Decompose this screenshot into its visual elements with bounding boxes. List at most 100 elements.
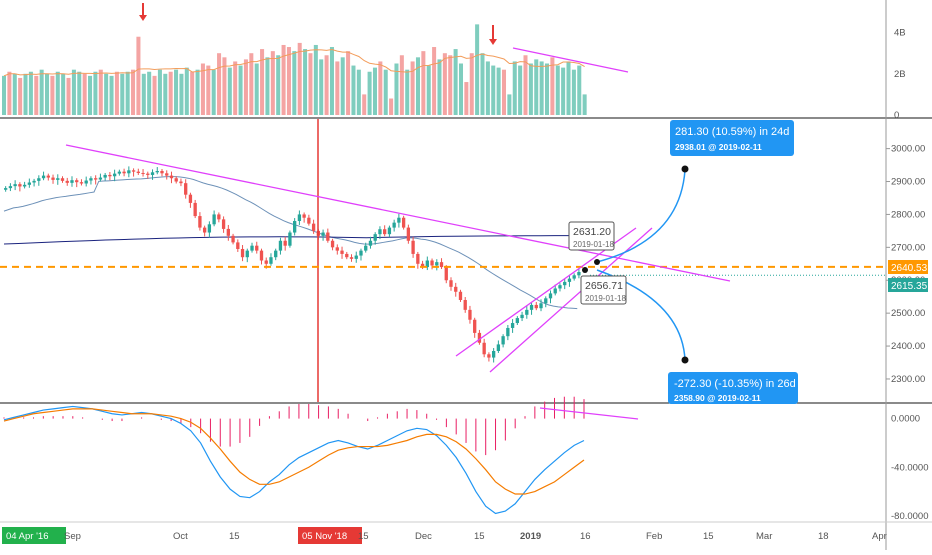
tag-low-date: 2019-01-18 bbox=[585, 294, 626, 303]
volume-bar bbox=[577, 65, 582, 115]
time-axis[interactable]: 04 Apr '16 Sep Oct 15 05 Nov '18 15 Dec 15 2019 1… bbox=[2, 527, 887, 544]
volume-bar bbox=[168, 71, 173, 115]
volume-bar bbox=[200, 63, 205, 115]
volume-bar bbox=[233, 61, 238, 115]
volume-bar bbox=[157, 69, 162, 115]
candle-body bbox=[108, 174, 112, 177]
candle-body bbox=[51, 177, 55, 180]
macd-tick-label: -80.0000 bbox=[891, 511, 929, 522]
macd-panel bbox=[3, 396, 639, 515]
volume-bar bbox=[227, 67, 232, 115]
candle-body bbox=[207, 224, 212, 233]
candle-body bbox=[169, 175, 174, 179]
volume-bar bbox=[2, 75, 7, 115]
candle-body bbox=[160, 170, 164, 174]
candle-body bbox=[439, 262, 444, 268]
time-axis-label: Oct bbox=[173, 531, 188, 542]
volume-bar bbox=[512, 61, 517, 115]
candle-body bbox=[326, 232, 330, 241]
candle-body bbox=[60, 178, 65, 181]
candle-body bbox=[56, 178, 60, 180]
projection-down-callout[interactable]: -272.30 (-10.35%) in 26d 2358.90 @ 2019-… bbox=[668, 372, 798, 404]
macd-tick-label: 0.0000 bbox=[891, 414, 920, 425]
volume-bar bbox=[485, 61, 490, 115]
volume-bar bbox=[50, 75, 55, 115]
candle-body bbox=[89, 178, 93, 181]
candle-body bbox=[544, 298, 548, 304]
volume-bar bbox=[61, 73, 66, 115]
volume-bar bbox=[442, 53, 447, 115]
candle-body bbox=[345, 253, 349, 258]
ma-long-line bbox=[3, 235, 585, 245]
volume-bar bbox=[405, 69, 410, 115]
candle-body bbox=[41, 175, 46, 179]
volume-trendline bbox=[512, 47, 629, 73]
candle-body bbox=[477, 332, 482, 343]
candle-body bbox=[558, 285, 562, 289]
volume-bar bbox=[141, 73, 146, 115]
volume-bar bbox=[152, 75, 157, 115]
tag-high[interactable]: 2631.20 2019-01-18 bbox=[568, 221, 615, 251]
volume-bar bbox=[329, 47, 334, 115]
candle-body bbox=[198, 216, 202, 228]
signal-arrow-head bbox=[139, 15, 147, 21]
candle-body bbox=[165, 173, 169, 176]
projection-up-detail: 2938.01 @ 2019-02-11 bbox=[675, 142, 762, 152]
tag-low-value: 2656.71 bbox=[585, 280, 623, 292]
volume-bar bbox=[480, 53, 485, 115]
candle-body bbox=[364, 245, 368, 251]
volume-bar bbox=[523, 55, 528, 115]
volume-bar bbox=[174, 69, 179, 115]
candle-body bbox=[553, 288, 557, 294]
candle-body bbox=[150, 172, 155, 175]
volume-bar bbox=[179, 73, 184, 115]
candle-body bbox=[13, 184, 17, 187]
candle-body bbox=[401, 217, 406, 228]
candle-body bbox=[79, 182, 84, 184]
candle-body bbox=[406, 227, 411, 241]
time-axis-label: 16 bbox=[580, 531, 591, 542]
signal-line bbox=[3, 408, 585, 495]
candle-body bbox=[188, 194, 193, 203]
candle-body bbox=[416, 253, 420, 264]
candle-body bbox=[354, 255, 358, 259]
volume-bar bbox=[501, 69, 507, 115]
volume-bar bbox=[71, 69, 76, 115]
volume-bar bbox=[18, 77, 23, 115]
volume-bar bbox=[432, 47, 437, 115]
projection-up-headline: 281.30 (10.59%) in 24d bbox=[675, 126, 789, 138]
candle-body bbox=[27, 182, 32, 185]
time-axis-badge-label: 05 Nov '18 bbox=[302, 531, 347, 542]
time-axis-label: 15 bbox=[474, 531, 485, 542]
candle-body bbox=[103, 174, 107, 178]
volume-bar bbox=[426, 65, 431, 115]
volume-tick-label: 0 bbox=[894, 110, 899, 121]
candle-body bbox=[302, 214, 306, 218]
volume-bar bbox=[475, 24, 480, 115]
volume-bar bbox=[190, 71, 195, 115]
candle-body bbox=[491, 350, 496, 358]
candle-body bbox=[349, 257, 354, 259]
price-tick-label: 2400.00 bbox=[891, 341, 925, 352]
volume-bar bbox=[324, 55, 329, 115]
volume-bar bbox=[55, 71, 60, 115]
time-axis-badge bbox=[2, 527, 66, 544]
projection-down-point bbox=[681, 356, 689, 364]
volume-bar bbox=[243, 59, 248, 115]
projection-up-callout[interactable]: 281.30 (10.59%) in 24d 2938.01 @ 2019-02… bbox=[670, 120, 794, 156]
tag-low[interactable]: 2656.71 2019-01-18 bbox=[580, 275, 627, 305]
volume-bar bbox=[437, 59, 442, 115]
volume-bar bbox=[120, 73, 125, 115]
volume-bar bbox=[211, 69, 216, 115]
candle-body bbox=[482, 342, 486, 355]
volume-bar bbox=[335, 61, 340, 115]
volume-bar bbox=[491, 65, 496, 115]
volume-bar bbox=[66, 77, 71, 115]
volume-bar bbox=[346, 51, 351, 115]
volume-bar bbox=[77, 71, 82, 115]
volume-bar bbox=[45, 73, 50, 115]
volume-bar bbox=[249, 53, 254, 115]
projection-up-arc bbox=[596, 169, 686, 263]
